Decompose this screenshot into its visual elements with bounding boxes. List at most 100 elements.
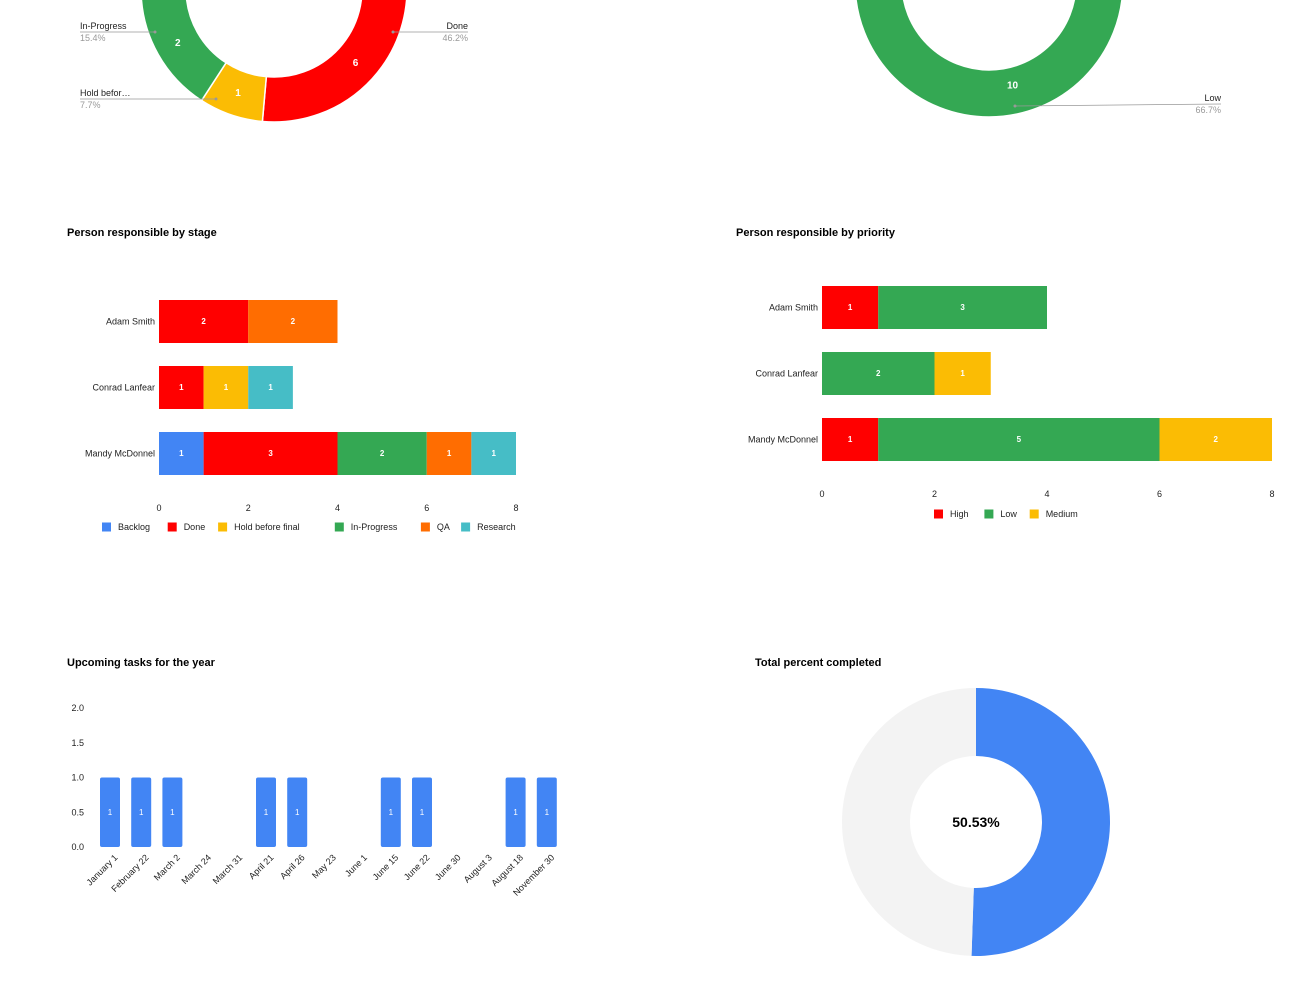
legend-label: QA — [437, 522, 450, 532]
callout-percent: 15.4% — [80, 33, 106, 43]
callout-label: Done — [446, 21, 468, 31]
x-tick-label: 4 — [335, 503, 340, 513]
bar-value-label: 2 — [1214, 435, 1219, 444]
slice-value-label: 10 — [1007, 80, 1019, 91]
bar-value-label: 3 — [268, 449, 273, 458]
callout-percent: 7.7% — [80, 100, 101, 110]
pie-slice — [140, 0, 228, 102]
callout-label: Low — [1204, 93, 1221, 103]
column-bar — [162, 777, 183, 847]
legend-label: Low — [1000, 509, 1017, 519]
bar-segment — [337, 432, 427, 475]
bar-value-label: 2 — [380, 449, 385, 458]
bar-value-label: 1 — [179, 449, 184, 458]
slice-value-label: 1 — [235, 88, 241, 99]
callout-percent: 46.2% — [442, 33, 468, 43]
chart-title: Person responsible by priority — [736, 227, 895, 239]
x-tick-label: March 24 — [180, 852, 214, 886]
bar-value-label: 1 — [170, 808, 175, 817]
chart-title: Person responsible by stage — [67, 227, 217, 239]
x-tick-label: 0 — [819, 489, 824, 499]
bar-segment — [1159, 418, 1272, 461]
bar-value-label: 1 — [108, 808, 113, 817]
legend-swatch — [984, 509, 994, 519]
stage-bar-chart: Person responsible by stage Adam Smith 2 2… — [0, 220, 654, 550]
y-tick-label: 0.0 — [71, 842, 84, 852]
priority-donut-chart: 10 Low 66.7% — [654, 0, 1309, 200]
x-tick-label: June 30 — [433, 852, 463, 882]
category-label: Mandy McDonnel — [748, 435, 818, 445]
x-tick-label: 2 — [246, 503, 251, 513]
callout-percent: 66.7% — [1195, 105, 1221, 115]
chart-title: Total percent completed — [755, 657, 882, 669]
bar-segment — [822, 286, 879, 329]
x-tick-label: March 31 — [211, 852, 245, 886]
x-tick-label: April 26 — [278, 852, 307, 881]
legend-swatch — [167, 522, 177, 532]
bar-value-label: 1 — [960, 369, 965, 378]
legend-swatch — [461, 522, 471, 532]
pie-slice — [855, 0, 1123, 118]
bar-value-label: 5 — [1017, 435, 1022, 444]
bar-value-label: 1 — [420, 808, 425, 817]
category-label: Adam Smith — [106, 317, 155, 327]
remaining-slice — [842, 688, 976, 956]
x-tick-label: June 15 — [371, 852, 401, 882]
x-tick-label: 4 — [1044, 489, 1049, 499]
slice-value-label: 6 — [353, 58, 359, 69]
x-tick-label: 2 — [932, 489, 937, 499]
legend-label: Hold before final — [234, 522, 300, 532]
category-label: Adam Smith — [769, 303, 818, 313]
stage-bar-svg: Adam Smith 2 2 Conrad Lanfear 1 1 1 Mandy McDon… — [85, 300, 519, 532]
bar-segment — [471, 432, 516, 475]
x-tick-label: 6 — [1157, 489, 1162, 499]
category-label: Conrad Lanfear — [92, 383, 155, 393]
column-bar — [256, 777, 276, 847]
category-label: Conrad Lanfear — [755, 369, 818, 379]
bar-value-label: 2 — [201, 317, 206, 326]
bar-segment — [203, 432, 338, 475]
legend-swatch — [334, 522, 344, 532]
column-bar — [412, 777, 432, 847]
y-tick-label: 1.0 — [71, 773, 84, 783]
legend-label: Medium — [1046, 509, 1078, 519]
category-label: Mandy McDonnel — [85, 449, 155, 459]
bar-value-label: 1 — [224, 383, 229, 392]
callout-label: In-Progress — [80, 21, 127, 31]
center-percent-label: 50.53% — [952, 814, 1000, 830]
bar-segment — [159, 366, 204, 409]
percent-completed-chart: Total percent completed 50.53% — [654, 650, 1309, 980]
leader-line — [1014, 103, 1222, 107]
bar-segment — [878, 418, 1160, 461]
bar-value-label: 1 — [848, 435, 853, 444]
x-tick-label: March 2 — [152, 852, 182, 882]
bar-value-label: 2 — [876, 369, 881, 378]
bar-segment — [822, 352, 935, 395]
legend-swatch — [934, 509, 943, 519]
column-bar — [380, 777, 401, 847]
bar-value-label: 1 — [264, 808, 269, 817]
stage-donut-svg: 6 1 2 Done 46.2% Hold befor… 7.7% In-Progress 15… — [80, 0, 468, 123]
pie-slice — [261, 0, 408, 123]
bar-segment — [426, 432, 472, 475]
x-tick-label: 8 — [513, 503, 518, 513]
bar-value-label: 2 — [291, 317, 296, 326]
callout-label: Hold befor… — [80, 88, 131, 98]
x-tick-label: August 3 — [462, 852, 494, 884]
bar-segment — [822, 418, 879, 461]
completed-slice — [971, 688, 1110, 956]
percent-completed-svg: 50.53% — [842, 688, 1110, 956]
legend-label: In-Progress — [351, 522, 398, 532]
x-tick-label: June 22 — [402, 852, 432, 882]
y-tick-label: 2.0 — [71, 703, 84, 713]
bar-value-label: 1 — [513, 808, 518, 817]
x-tick-label: May 23 — [310, 852, 338, 880]
chart-title: Upcoming tasks for the year — [67, 657, 215, 669]
x-tick-label: June 1 — [343, 852, 369, 878]
legend-label: High — [950, 509, 969, 519]
y-tick-label: 0.5 — [71, 807, 84, 817]
column-bar — [287, 777, 308, 847]
column-bar — [131, 777, 152, 847]
stage-donut-chart: 6 1 2 Done 46.2% Hold befor… 7.7% In-Progress 15… — [0, 0, 654, 200]
